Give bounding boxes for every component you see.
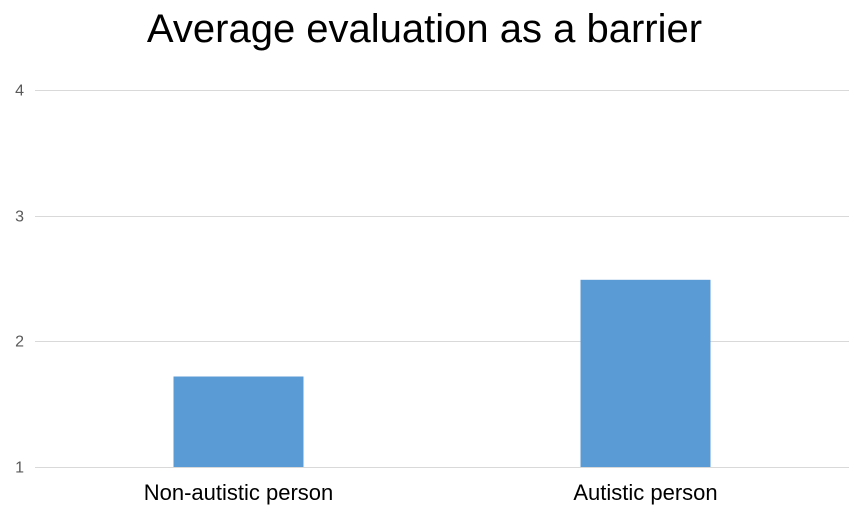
y-tick-label: 4 — [15, 83, 24, 100]
bar-1 — [580, 279, 711, 467]
y-tick-label: 2 — [15, 334, 24, 351]
x-category-label: Autistic person — [573, 480, 717, 505]
y-tick-label: 3 — [15, 209, 24, 226]
bar-0 — [173, 376, 304, 467]
x-category-label: Non-autistic person — [144, 480, 334, 505]
gridlines — [35, 90, 849, 468]
y-axis-ticks: 1 2 3 4 — [15, 83, 24, 477]
x-axis-categories: Non-autistic person Autistic person — [144, 480, 718, 505]
chart-title: Average evaluation as a barrier — [146, 7, 703, 51]
y-tick-label: 1 — [15, 460, 24, 477]
bars — [173, 279, 711, 467]
